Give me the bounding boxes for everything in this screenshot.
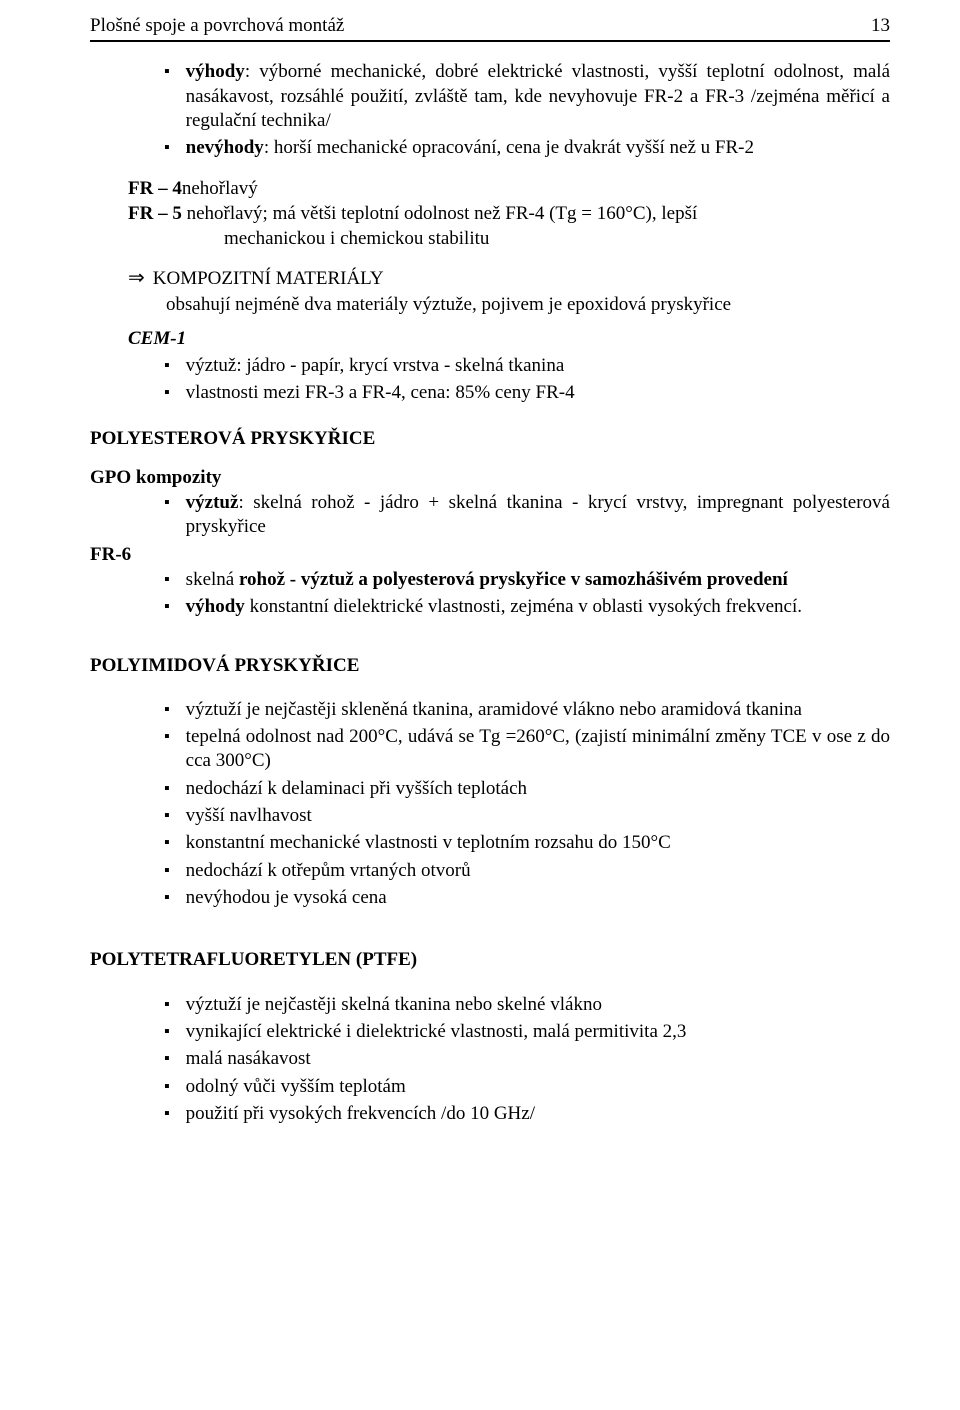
square-bullet-icon: ▪ <box>164 595 170 619</box>
list-item: ▪ vlastnosti mezi FR-3 a FR-4, cena: 85%… <box>90 381 890 405</box>
double-arrow-icon: ⇒ <box>128 266 145 292</box>
square-bullet-icon: ▪ <box>164 831 170 855</box>
strong-text: nevýhody <box>186 137 264 158</box>
list-item-text: vlastnosti mezi FR-3 a FR-4, cena: 85% c… <box>186 381 575 405</box>
cem-bullet-list: ▪ výztuž: jádro - papír, krycí vrstva - … <box>90 354 890 406</box>
header-rule <box>90 40 890 42</box>
ptfe-bullet-list: ▪ výztuží je nejčastěji skelná tkanina ne… <box>90 993 890 1127</box>
list-item-text: výztuž: skelná rohož - jádro + skelná tk… <box>186 491 890 540</box>
square-bullet-icon: ▪ <box>164 1047 170 1071</box>
list-item: ▪ vyšší navlhavost <box>90 804 890 828</box>
spacer <box>90 682 890 698</box>
list-item-text: tepelná odolnost nad 200°C, udává se Tg … <box>186 725 890 774</box>
list-item-text: použití při vysokých frekvencích /do 10 … <box>186 1102 535 1126</box>
list-item: ▪ nevýhodou je vysoká cena <box>90 886 890 910</box>
square-bullet-icon: ▪ <box>164 136 170 160</box>
page: Plošné spoje a povrchová montáž 13 ▪ výh… <box>0 0 960 1410</box>
list-item-text: skelná rohož - výztuž a polyesterová pry… <box>186 568 788 592</box>
list-item: ▪ výhody konstantní dielektrické vlastno… <box>90 595 890 619</box>
list-item: ▪ nevýhody: horší mechanické opracování,… <box>90 136 890 160</box>
header-page-number: 13 <box>871 14 890 38</box>
list-item-text: výhody konstantní dielektrické vlastnost… <box>186 595 802 619</box>
kompozit-title: KOMPOZITNÍ MATERIÁLY <box>153 267 384 291</box>
gpo-title: GPO kompozity <box>90 466 890 490</box>
list-item: ▪ tepelná odolnost nad 200°C, udává se Tg… <box>90 725 890 774</box>
square-bullet-icon: ▪ <box>164 725 170 749</box>
list-item: ▪ malá nasákavost <box>90 1047 890 1071</box>
list-item-text: výhody: výborné mechanické, dobré elektr… <box>186 60 890 133</box>
kompozit-heading: ⇒ KOMPOZITNÍ MATERIÁLY <box>128 266 890 292</box>
list-item-text: nevýhodou je vysoká cena <box>186 886 387 910</box>
square-bullet-icon: ▪ <box>164 886 170 910</box>
square-bullet-icon: ▪ <box>164 993 170 1017</box>
list-item-text: vynikající elektrické i dielektrické vla… <box>186 1020 687 1044</box>
square-bullet-icon: ▪ <box>164 777 170 801</box>
square-bullet-icon: ▪ <box>164 381 170 405</box>
fr5-text-1: nehořlavý; má větši teplotní odolnost ne… <box>182 203 697 224</box>
list-item: ▪ odolný vůči vyšším teplotám <box>90 1075 890 1099</box>
list-item-text: výztuží je nejčastěji skelná tkanina neb… <box>186 993 602 1017</box>
list-item: ▪ výztuž: jádro - papír, krycí vrstva - … <box>90 354 890 378</box>
post-text: konstantní dielektrické vlastnosti, zejm… <box>245 596 802 617</box>
header-title: Plošné spoje a povrchová montáž <box>90 14 344 38</box>
strong-text: výhody <box>186 61 245 82</box>
list-item: ▪ nedochází k delaminaci při vyšších tepl… <box>90 777 890 801</box>
list-item-text: nevýhody: horší mechanické opracování, c… <box>186 136 754 160</box>
fr-block: FR – 4 nehořlavý FR – 5 nehořlavý; má vě… <box>128 177 890 252</box>
fr5-line: FR – 5 nehořlavý; má větši teplotní odol… <box>128 202 890 226</box>
list-item: ▪ výztuží je nejčastěji skleněná tkanina,… <box>90 698 890 722</box>
square-bullet-icon: ▪ <box>164 568 170 592</box>
list-item: ▪ výztuž: skelná rohož - jádro + skelná … <box>90 491 890 540</box>
square-bullet-icon: ▪ <box>164 1075 170 1099</box>
pre-text: skelná <box>186 569 239 590</box>
list-item-text: výztuž: jádro - papír, krycí vrstva - sk… <box>186 354 565 378</box>
list-item-text: nedochází k delaminaci při vyšších teplo… <box>186 777 527 801</box>
list-item-text: výztuží je nejčastěji skleněná tkanina, … <box>186 698 802 722</box>
rest-text: : horší mechanické opracování, cena je d… <box>264 137 754 158</box>
square-bullet-icon: ▪ <box>164 60 170 84</box>
list-item-text: odolný vůči vyšším teplotám <box>186 1075 406 1099</box>
list-item-text: nedochází k otřepům vrtaných otvorů <box>186 859 471 883</box>
fr4-line: FR – 4 nehořlavý <box>128 177 890 201</box>
polyimid-heading: POLYIMIDOVÁ PRYSKYŘICE <box>90 654 890 678</box>
list-item: ▪ skelná rohož - výztuž a polyesterová p… <box>90 568 890 592</box>
strong-text: rohož - výztuž a polyesterová pryskyřice… <box>239 569 788 590</box>
square-bullet-icon: ▪ <box>164 859 170 883</box>
fr5-hanging-line: mechanickou i chemickou stabilitu <box>128 227 890 251</box>
gpo-bullet-list: ▪ výztuž: skelná rohož - jádro + skelná … <box>90 491 890 540</box>
square-bullet-icon: ▪ <box>164 1020 170 1044</box>
list-item-text: vyšší navlhavost <box>186 804 312 828</box>
square-bullet-icon: ▪ <box>164 491 170 515</box>
fr5-first-line: FR – 5 nehořlavý; má větši teplotní odol… <box>128 202 697 226</box>
square-bullet-icon: ▪ <box>164 698 170 722</box>
list-item: ▪ použití při vysokých frekvencích /do 10… <box>90 1102 890 1126</box>
spacer <box>90 977 890 993</box>
list-item-text: konstantní mechanické vlastnosti v teplo… <box>186 831 671 855</box>
fr6-title: FR-6 <box>90 543 890 567</box>
list-item: ▪ vynikající elektrické i dielektrické vl… <box>90 1020 890 1044</box>
kompozit-text: obsahují nejméně dva materiály výztuže, … <box>166 293 890 317</box>
polyimid-bullet-list: ▪ výztuží je nejčastěji skleněná tkanina,… <box>90 698 890 911</box>
fr4-label: FR – 4 <box>128 177 182 201</box>
ptfe-heading: POLYTETRAFLUORETYLEN (PTFE) <box>90 948 890 972</box>
cem-title: CEM-1 <box>128 327 890 351</box>
square-bullet-icon: ▪ <box>164 1102 170 1126</box>
rest-text: : skelná rohož - jádro + skelná tkanina … <box>186 492 890 537</box>
fr4-text: nehořlavý <box>182 177 258 201</box>
list-item-text: malá nasákavost <box>186 1047 311 1071</box>
page-header: Plošné spoje a povrchová montáž 13 <box>90 14 890 38</box>
square-bullet-icon: ▪ <box>164 354 170 378</box>
strong-text: výztuž <box>186 492 239 513</box>
rest-text: : výborné mechanické, dobré elektrické v… <box>186 61 890 131</box>
list-item: ▪ výztuží je nejčastěji skelná tkanina ne… <box>90 993 890 1017</box>
fr5-label: FR – 5 <box>128 203 182 224</box>
list-item: ▪ výhody: výborné mechanické, dobré elek… <box>90 60 890 133</box>
polyester-heading: POLYESTEROVÁ PRYSKYŘICE <box>90 427 890 451</box>
square-bullet-icon: ▪ <box>164 804 170 828</box>
list-item: ▪ nedochází k otřepům vrtaných otvorů <box>90 859 890 883</box>
list-item: ▪ konstantní mechanické vlastnosti v tepl… <box>90 831 890 855</box>
top-bullet-list: ▪ výhody: výborné mechanické, dobré elek… <box>90 60 890 160</box>
strong-text: výhody <box>186 596 245 617</box>
fr6-bullet-list: ▪ skelná rohož - výztuž a polyesterová p… <box>90 568 890 620</box>
